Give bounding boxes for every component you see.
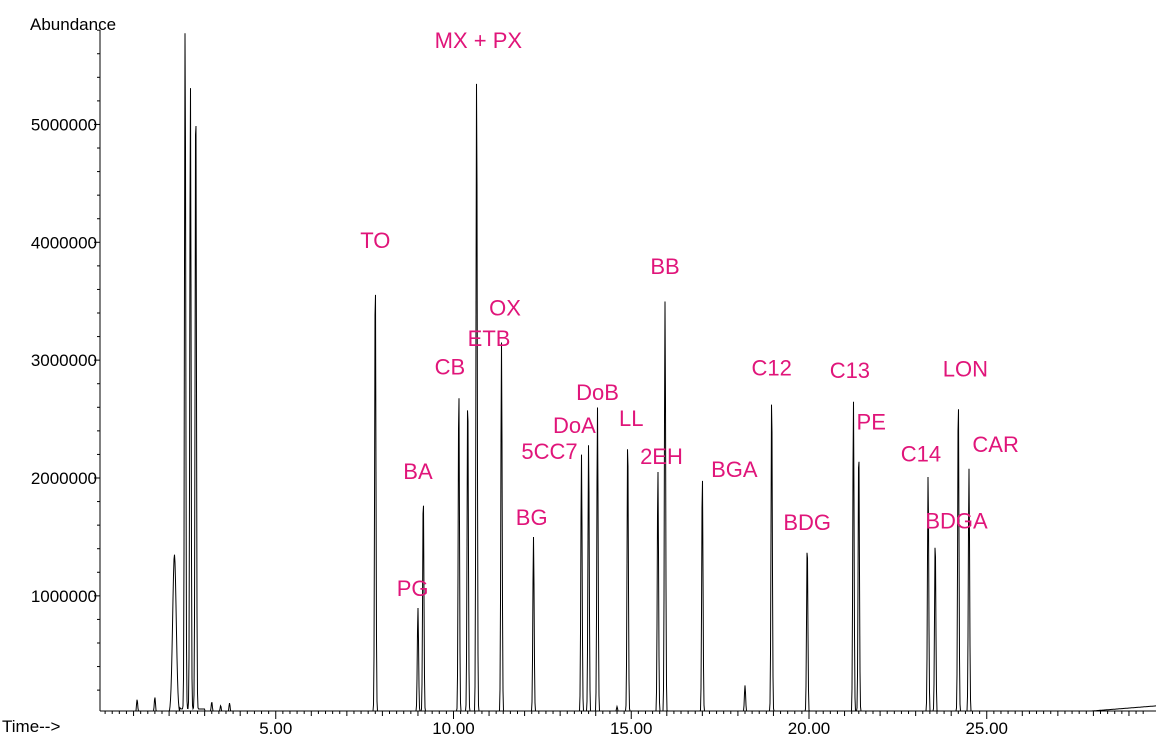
peak-label: BB bbox=[650, 254, 679, 279]
y-tick-label: 3000000 bbox=[31, 351, 97, 370]
x-tick-label: 10.00 bbox=[432, 719, 475, 738]
x-axis-label: Time--> bbox=[2, 717, 60, 736]
y-tick-label: 4000000 bbox=[31, 233, 97, 252]
y-axis-label: Abundance bbox=[30, 15, 116, 34]
peak-label: MX + PX bbox=[435, 28, 523, 53]
peak-label: BDGA bbox=[925, 509, 988, 534]
x-tick-label: 15.00 bbox=[610, 719, 653, 738]
peak-label: C14 bbox=[901, 442, 941, 467]
peak-label: TO bbox=[360, 228, 390, 253]
peak-label: PE bbox=[857, 410, 886, 435]
x-tick-label: 25.00 bbox=[965, 719, 1008, 738]
peak-label: LL bbox=[619, 406, 643, 431]
peak-label: CB bbox=[435, 354, 466, 379]
peak-label: ETB bbox=[468, 326, 511, 351]
peak-label: PG bbox=[397, 576, 429, 601]
peak-label: 5CC7 bbox=[521, 439, 577, 464]
peak-label: LON bbox=[943, 357, 988, 382]
peak-label: C13 bbox=[830, 358, 870, 383]
trace-layer bbox=[100, 33, 1156, 712]
peak-label: BG bbox=[516, 505, 548, 530]
y-tick-label: 2000000 bbox=[31, 469, 97, 488]
y-tick-label: 5000000 bbox=[31, 115, 97, 134]
peak-label: DoA bbox=[553, 413, 596, 438]
x-tick-label: 20.00 bbox=[788, 719, 831, 738]
axes: 1000000 2000000 3000000 4000000 5000000 5.00 1… bbox=[31, 29, 1156, 738]
peak-label: BDG bbox=[783, 510, 831, 535]
chromatogram-trace bbox=[100, 33, 1156, 712]
y-tick-label: 1000000 bbox=[31, 587, 97, 606]
peak-label: DoB bbox=[576, 380, 619, 405]
peak-label: OX bbox=[489, 295, 521, 320]
peak-label: BA bbox=[403, 459, 433, 484]
x-tick-label: 5.00 bbox=[259, 719, 292, 738]
peak-label: BGA bbox=[711, 457, 758, 482]
peak-label: C12 bbox=[751, 355, 791, 380]
peak-label: CAR bbox=[972, 432, 1018, 457]
peak-label: 2EH bbox=[640, 444, 683, 469]
